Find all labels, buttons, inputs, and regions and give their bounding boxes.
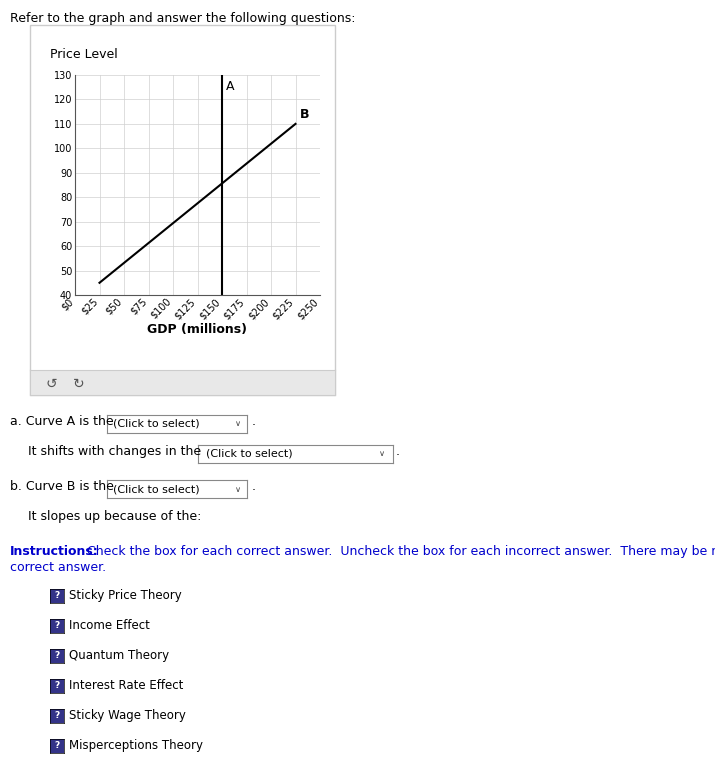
Text: .: . bbox=[396, 445, 400, 458]
Text: It slopes up because of the:: It slopes up because of the: bbox=[28, 510, 202, 523]
Text: ↻: ↻ bbox=[73, 376, 84, 391]
Text: b. Curve B is the: b. Curve B is the bbox=[10, 480, 118, 493]
Text: correct answer.: correct answer. bbox=[10, 561, 106, 574]
Text: ∨: ∨ bbox=[235, 419, 242, 428]
Text: B: B bbox=[300, 109, 309, 122]
Text: .: . bbox=[252, 415, 256, 428]
Text: It shifts with changes in the: It shifts with changes in the bbox=[28, 445, 205, 458]
Text: A: A bbox=[226, 80, 235, 93]
Text: (Click to select): (Click to select) bbox=[112, 484, 199, 494]
Text: (Click to select): (Click to select) bbox=[206, 449, 292, 459]
Text: Sticky Price Theory: Sticky Price Theory bbox=[69, 589, 182, 602]
Text: ?: ? bbox=[54, 621, 59, 630]
Text: Refer to the graph and answer the following questions:: Refer to the graph and answer the follow… bbox=[10, 12, 355, 25]
Text: Misperceptions Theory: Misperceptions Theory bbox=[69, 739, 203, 752]
Text: ?: ? bbox=[54, 652, 59, 660]
Text: Interest Rate Effect: Interest Rate Effect bbox=[69, 679, 183, 692]
Text: Price Level: Price Level bbox=[50, 48, 118, 61]
Text: GDP (millions): GDP (millions) bbox=[147, 323, 247, 336]
Text: Check the box for each correct answer.  Uncheck the box for each incorrect answe: Check the box for each correct answer. U… bbox=[83, 545, 715, 558]
Text: Quantum Theory: Quantum Theory bbox=[69, 649, 169, 662]
Text: Income Effect: Income Effect bbox=[69, 619, 150, 632]
Text: Instructions:: Instructions: bbox=[10, 545, 99, 558]
Text: .: . bbox=[252, 480, 256, 493]
Text: ?: ? bbox=[54, 741, 59, 750]
Text: ?: ? bbox=[54, 711, 59, 721]
Text: Sticky Wage Theory: Sticky Wage Theory bbox=[69, 709, 186, 722]
Text: ?: ? bbox=[54, 682, 59, 691]
Text: ↺: ↺ bbox=[45, 376, 57, 391]
Text: ∨: ∨ bbox=[235, 484, 242, 493]
Text: (Click to select): (Click to select) bbox=[112, 419, 199, 429]
Text: ?: ? bbox=[54, 591, 59, 601]
Text: ∨: ∨ bbox=[379, 450, 385, 458]
Text: a. Curve A is the: a. Curve A is the bbox=[10, 415, 118, 428]
